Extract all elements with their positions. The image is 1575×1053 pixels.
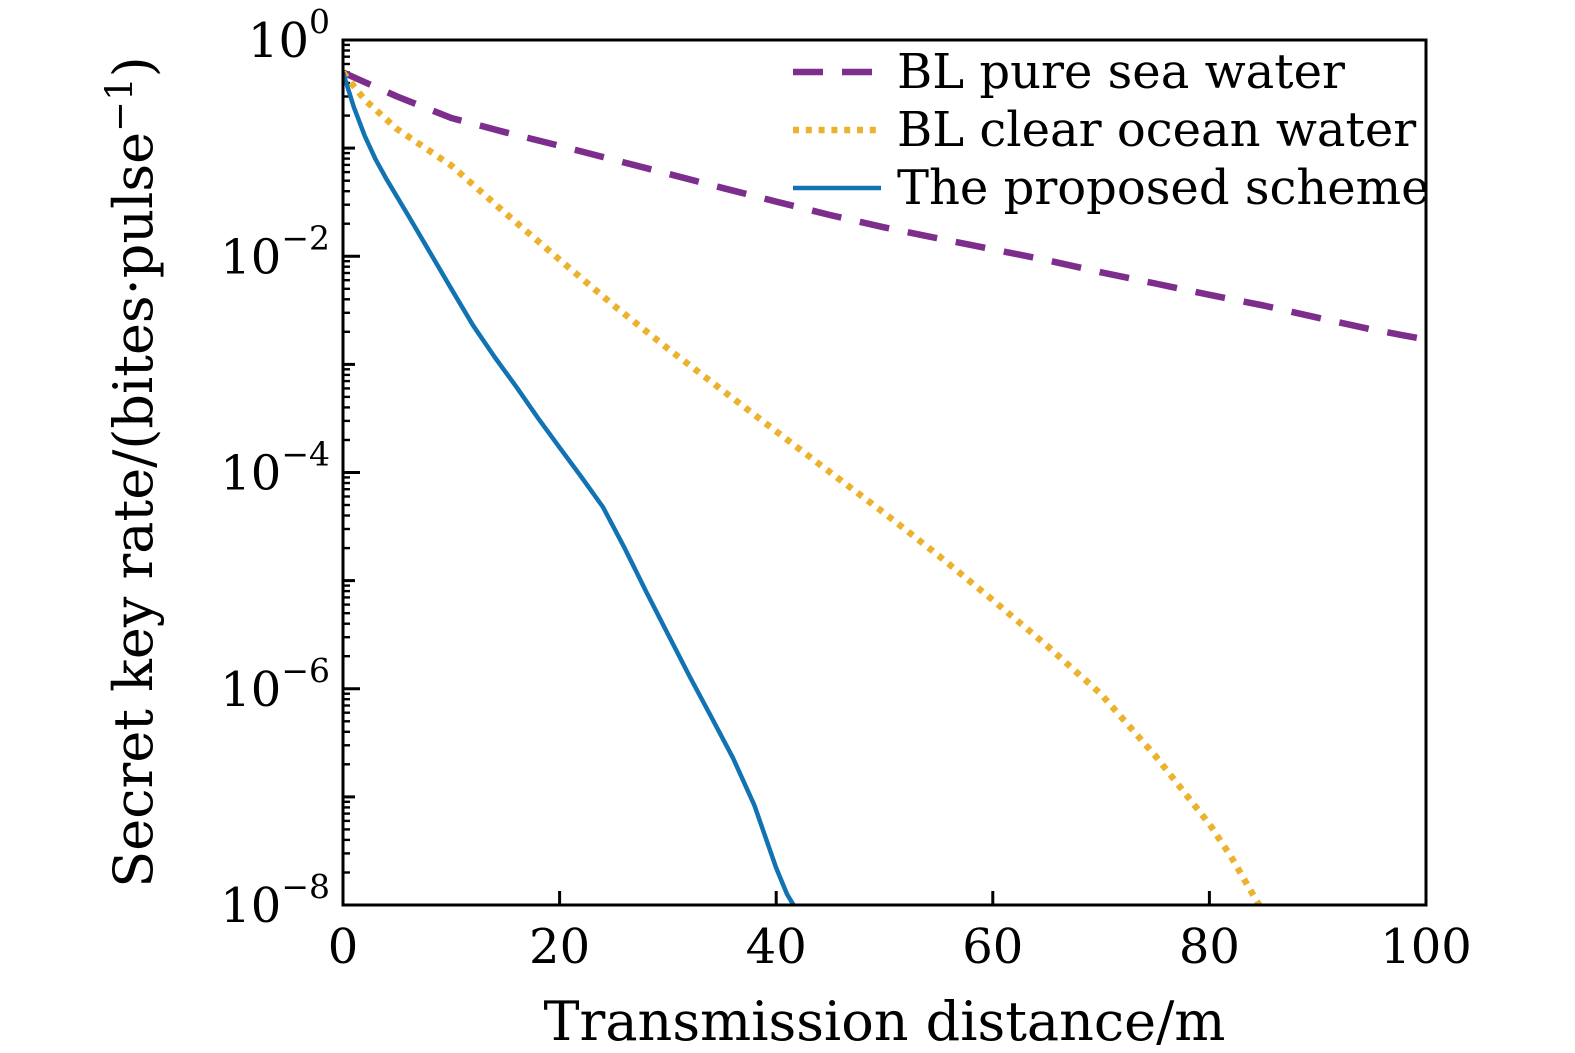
series-line-2 xyxy=(343,70,1262,905)
legend-entry-label: BL clear ocean water xyxy=(897,102,1416,158)
x-tick-label: 100 xyxy=(1380,919,1472,975)
y-tick-label: 100 xyxy=(248,2,330,69)
x-tick-label: 20 xyxy=(529,919,590,975)
plot-frame xyxy=(341,38,1428,907)
series-line-1 xyxy=(343,69,1426,343)
x-axis-label: Transmission distance/m xyxy=(544,990,1226,1053)
y-tick-label: 10−4 xyxy=(220,435,330,502)
x-tick-label: 80 xyxy=(1179,919,1240,975)
legend-entry-label: BL pure sea water xyxy=(897,44,1345,100)
legend-entry-label: The proposed scheme xyxy=(897,160,1430,216)
y-tick-label: 10−8 xyxy=(220,867,330,934)
series-group xyxy=(343,69,1426,905)
y-tick-labels: 100 10−2 10−4 10−6 10−8 xyxy=(220,2,330,934)
x-tick-label: 60 xyxy=(962,919,1023,975)
y-tick-label: 10−2 xyxy=(220,218,330,285)
y-tick-label: 10−6 xyxy=(220,651,330,718)
series-line-3 xyxy=(343,71,796,905)
x-tick-labels: 0 20 40 60 80 100 xyxy=(328,919,1472,975)
x-tick-label: 40 xyxy=(746,919,807,975)
x-tick-label: 0 xyxy=(328,919,359,975)
y-axis-label: Secret key rate/(bites·pulse−1) xyxy=(98,56,165,887)
